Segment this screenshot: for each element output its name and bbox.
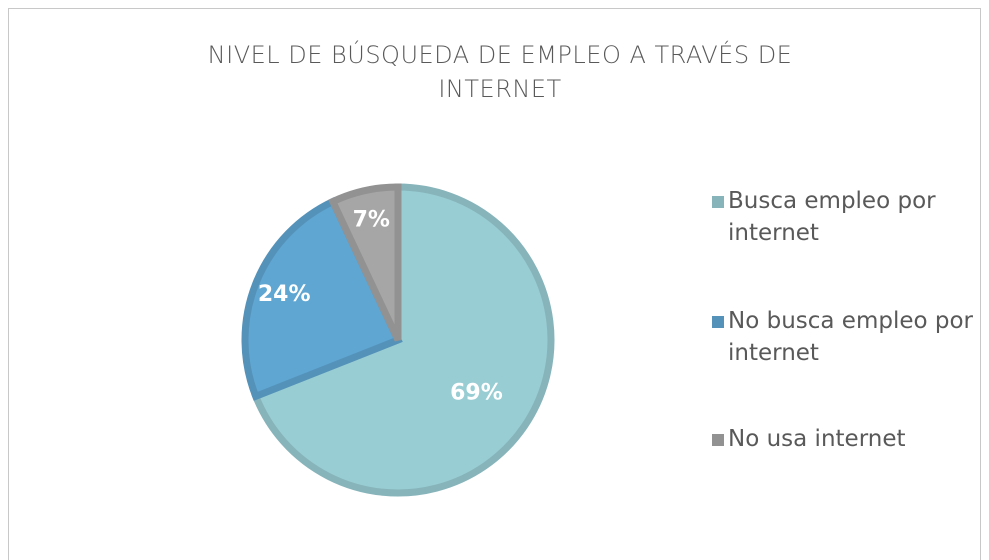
legend-swatch bbox=[712, 434, 724, 446]
pie-slice bbox=[251, 183, 555, 497]
legend-label: No busca empleo por internet bbox=[728, 308, 974, 366]
pie-slice bbox=[328, 183, 402, 342]
pie-slice bbox=[241, 196, 403, 401]
legend-label: Busca empleo por internet bbox=[728, 188, 936, 246]
data-label: 69% bbox=[450, 380, 503, 405]
data-label: 7% bbox=[353, 208, 390, 233]
legend-label: No usa internet bbox=[728, 426, 906, 452]
chart-border bbox=[8, 8, 981, 560]
legend: Busca empleo por internet No busca empleo… bbox=[712, 185, 977, 509]
legend-item: Busca empleo por internet bbox=[712, 185, 977, 249]
legend-swatch bbox=[712, 196, 724, 208]
chart-title: NIVEL DE BÚSQUEDA DE EMPLEO A TRAVÉS DE … bbox=[207, 41, 793, 103]
legend-item: No busca empleo por internet bbox=[712, 305, 977, 369]
legend-item: No usa internet bbox=[712, 423, 977, 455]
data-label: 24% bbox=[258, 282, 311, 307]
legend-swatch bbox=[712, 316, 724, 328]
